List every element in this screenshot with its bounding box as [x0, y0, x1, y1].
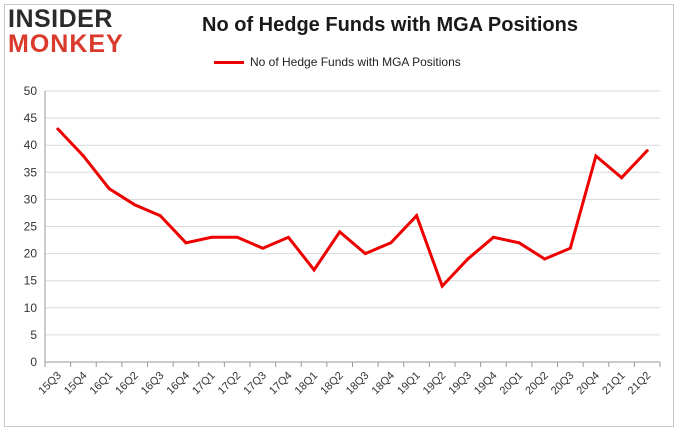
- chart-legend: No of Hedge Funds with MGA Positions: [214, 54, 461, 70]
- x-tick-label: 19Q1: [395, 370, 423, 398]
- data-point: [158, 214, 162, 218]
- data-point: [56, 127, 60, 131]
- x-tick-label: 19Q3: [446, 370, 474, 398]
- x-tick-label: 19Q4: [472, 370, 500, 398]
- data-point: [261, 246, 265, 250]
- y-tick-label: 20: [24, 247, 38, 261]
- data-point: [286, 235, 290, 239]
- logo-line-1: INSIDER: [8, 5, 113, 33]
- logo-line-2: MONKEY: [8, 30, 124, 58]
- data-point: [235, 235, 239, 239]
- y-tick-label: 5: [30, 328, 37, 342]
- x-tick-label: 17Q2: [216, 370, 244, 398]
- data-point: [543, 257, 547, 261]
- y-tick-label: 45: [24, 111, 38, 125]
- data-point: [389, 241, 393, 245]
- x-tick-label: 20Q3: [549, 370, 577, 398]
- y-tick-label: 35: [24, 165, 38, 179]
- x-tick-label: 20Q4: [575, 370, 603, 398]
- legend-swatch: [214, 60, 244, 64]
- data-point: [363, 252, 367, 256]
- data-point: [568, 246, 572, 250]
- data-point: [620, 176, 624, 180]
- x-tick-label: 16Q1: [88, 370, 116, 398]
- data-point: [210, 235, 214, 239]
- data-point: [133, 203, 137, 207]
- y-tick-label: 40: [24, 138, 38, 152]
- x-tick-label: 17Q4: [267, 370, 295, 398]
- x-tick-label: 18Q4: [370, 370, 398, 398]
- x-tick-label: 17Q3: [241, 370, 269, 398]
- x-tick-label: 21Q1: [600, 370, 628, 398]
- x-tick-label: 20Q2: [523, 370, 551, 398]
- data-point: [81, 154, 85, 158]
- data-point: [517, 241, 521, 245]
- x-tick-label: 18Q1: [293, 370, 321, 398]
- chart-frame: [4, 4, 674, 427]
- y-tick-label: 50: [24, 84, 38, 98]
- x-tick-label: 17Q1: [190, 370, 218, 398]
- data-point: [107, 187, 111, 191]
- x-tick-label: 21Q2: [626, 370, 654, 398]
- data-point: [184, 241, 188, 245]
- data-point: [440, 284, 444, 288]
- data-point: [338, 230, 342, 234]
- x-tick-label: 19Q2: [421, 370, 449, 398]
- x-tick-label: 20Q1: [498, 370, 526, 398]
- y-tick-label: 10: [24, 301, 38, 315]
- data-point: [466, 257, 470, 261]
- x-tick-label: 16Q2: [113, 370, 141, 398]
- y-tick-label: 15: [24, 274, 38, 288]
- series-line: [56, 127, 649, 289]
- chart-title: No of Hedge Funds with MGA Positions: [202, 14, 578, 36]
- data-point: [594, 154, 598, 158]
- x-tick-label: 15Q3: [36, 370, 64, 398]
- legend-label: No of Hedge Funds with MGA Positions: [250, 55, 461, 69]
- data-point: [415, 214, 419, 218]
- data-point: [645, 149, 649, 153]
- y-tick-label: 0: [30, 355, 37, 369]
- data-point: [312, 268, 316, 272]
- x-tick-label: 16Q3: [139, 370, 167, 398]
- x-tick-label: 18Q2: [318, 370, 346, 398]
- insider-monkey-logo: INSIDER MONKEY: [8, 6, 128, 60]
- x-tick-label: 15Q4: [62, 370, 90, 398]
- x-tick-label: 18Q3: [344, 370, 372, 398]
- data-point: [491, 235, 495, 239]
- x-tick-label: 16Q4: [165, 370, 193, 398]
- y-tick-label: 30: [24, 192, 38, 206]
- y-tick-label: 25: [24, 220, 38, 234]
